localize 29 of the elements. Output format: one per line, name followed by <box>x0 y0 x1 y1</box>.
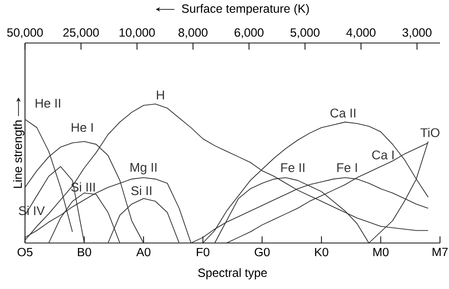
x-tick-label: G0 <box>254 248 270 256</box>
series-label: He I <box>72 123 93 132</box>
x-axis-title: Spectral type <box>198 268 267 280</box>
x2-axis-title: Surface temperature (K) <box>182 4 309 16</box>
series-label: He II <box>36 98 60 108</box>
x-tick-label: B0 <box>78 248 92 256</box>
series-label: Ca I <box>372 150 394 160</box>
x-tick-label: F0 <box>196 248 210 256</box>
series-label: H <box>156 90 164 100</box>
series-label: Fe I <box>337 163 357 172</box>
series-label: Fe II <box>281 163 304 172</box>
x-tick-label: M0 <box>373 248 389 256</box>
x-tick-label: M7 <box>432 248 448 256</box>
text: 3,000 <box>402 28 432 38</box>
text: 8,000 <box>178 28 208 38</box>
text: 4,000 <box>346 28 376 38</box>
text: 50,000 <box>7 28 43 38</box>
series-label: Ca II <box>330 108 356 118</box>
series-label: Si II <box>131 186 152 196</box>
series-label: TiO <box>420 128 440 138</box>
x-tick-label: O5 <box>18 248 32 256</box>
series-label: Mg II <box>130 163 156 174</box>
x-tick-label: K0 <box>315 248 328 256</box>
text: 10,000 <box>120 28 155 38</box>
text: 25,000 <box>63 28 99 38</box>
x-tick-label: A0 <box>136 248 150 256</box>
text: 5,000 <box>290 28 320 38</box>
y-axis-title: Line strength <box>13 120 24 188</box>
text: 6,000 <box>234 28 264 38</box>
